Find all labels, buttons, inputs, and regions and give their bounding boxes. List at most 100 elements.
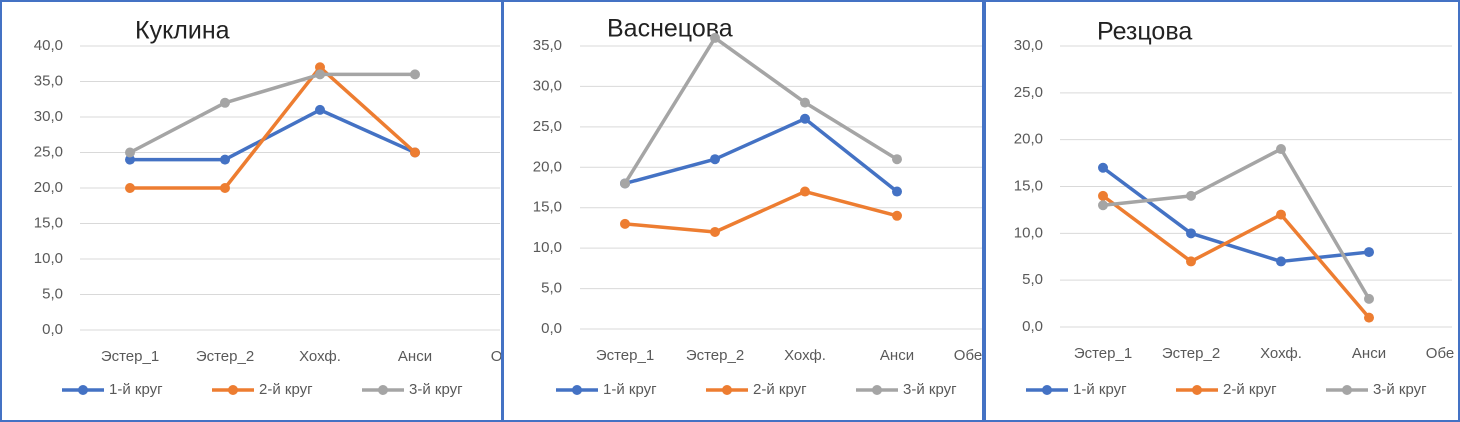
x-tick-label: Хохф. (1260, 345, 1302, 362)
point-marker (710, 226, 720, 237)
point-marker (1276, 209, 1286, 220)
x-tick-label: Анси (398, 348, 432, 365)
point-marker (125, 183, 135, 193)
point-marker (315, 104, 325, 115)
y-tick-label: 5,0 (541, 280, 562, 297)
point-marker (1098, 200, 1108, 211)
point-marker (125, 154, 135, 165)
point-marker (892, 154, 902, 165)
y-tick-label: 5,0 (1022, 271, 1043, 288)
x-tick-label: Эстер_1 (101, 348, 159, 365)
x-tick-label: Хохф. (784, 347, 826, 364)
legend-marker (228, 385, 238, 395)
point-marker (410, 69, 420, 80)
y-tick-label: 35,0 (533, 37, 562, 54)
legend-label: 3-й круг (1373, 381, 1427, 398)
series-line (624, 189, 898, 234)
point-marker (1186, 190, 1196, 201)
legend-marker (78, 385, 88, 395)
y-tick-label: 15,0 (1014, 177, 1043, 194)
x-tick-label: Эстер_1 (1074, 345, 1132, 362)
point-marker (1098, 190, 1108, 201)
point-marker (1186, 228, 1196, 239)
x-tick-label: Обе (954, 347, 982, 364)
y-tick-label: 20,0 (34, 179, 63, 196)
x-tick-label: Эстер_1 (596, 347, 654, 364)
y-tick-label: 5,0 (42, 285, 63, 302)
y-tick-label: 0,0 (1022, 318, 1043, 335)
point-marker (710, 154, 720, 165)
point-marker (892, 210, 902, 221)
x-tick-label: Хохф. (299, 348, 341, 365)
point-marker (125, 147, 135, 158)
x-tick-label: Эстер_2 (196, 348, 254, 365)
y-tick-label: 0,0 (541, 320, 562, 337)
series-line (623, 36, 898, 185)
point-marker (620, 178, 630, 189)
point-marker (1098, 162, 1108, 173)
series-line (130, 65, 417, 190)
panel-border (984, 0, 1460, 422)
legend-label: 1-й круг (109, 381, 163, 398)
legend-label: 1-й круг (1073, 381, 1127, 398)
series-line (1101, 194, 1371, 319)
point-marker (1276, 256, 1286, 267)
point-marker (710, 32, 720, 43)
point-marker (1364, 312, 1374, 323)
series-line (129, 72, 415, 155)
legend-label: 1-й круг (603, 381, 657, 398)
point-marker (315, 62, 325, 73)
point-marker (220, 154, 230, 165)
y-tick-label: 25,0 (1014, 84, 1043, 101)
point-marker (1364, 247, 1374, 258)
point-marker (220, 97, 230, 108)
series-line (1102, 147, 1371, 300)
y-tick-label: 25,0 (34, 143, 63, 160)
y-tick-label: 20,0 (1014, 131, 1043, 148)
point-marker (620, 218, 630, 229)
y-tick-label: 15,0 (34, 214, 63, 231)
x-tick-label: Анси (1352, 345, 1386, 362)
legend-label: 3-й круг (409, 381, 463, 398)
x-tick-label: Эстер_2 (686, 347, 744, 364)
series-line (624, 117, 899, 193)
point-marker (220, 183, 230, 193)
y-tick-label: 25,0 (533, 118, 562, 135)
y-tick-label: 10,0 (1014, 224, 1043, 241)
legend-marker (1342, 385, 1352, 395)
point-marker (800, 113, 810, 124)
chart-panel: Резцова 0,0 5,0 10,0 15,0 20,0 25,0 30,0 Эстер_1… (1014, 18, 1454, 398)
x-tick-label: Эстер_2 (1162, 345, 1220, 362)
point-marker (315, 69, 325, 80)
legend-label: 2-й круг (753, 381, 807, 398)
x-tick-label: Обе (1426, 345, 1454, 362)
legend-label: 2-й круг (1223, 381, 1277, 398)
panel-border (502, 0, 984, 422)
legend-marker (1192, 385, 1202, 395)
x-tick-label: Обе (491, 348, 519, 365)
y-tick-label: 30,0 (533, 77, 562, 94)
point-marker (1364, 293, 1374, 304)
chart-panel: Куклина 0,0 5,0 10,0 15,0 20,0 25,0 30,0 35,0 40,… (34, 17, 519, 398)
chart-title: Куклина (135, 17, 230, 45)
legend-marker (378, 385, 388, 395)
y-tick-label: 40,0 (34, 37, 63, 54)
series-line (1101, 166, 1370, 264)
point-marker (800, 97, 810, 108)
series-line (130, 108, 416, 162)
y-tick-label: 35,0 (34, 72, 63, 89)
y-tick-label: 30,0 (1014, 37, 1043, 54)
legend-label: 2-й круг (259, 381, 313, 398)
chart-title: Резцова (1097, 18, 1192, 46)
y-tick-label: 0,0 (42, 321, 63, 338)
x-tick-label: Анси (880, 347, 914, 364)
point-marker (892, 186, 902, 197)
y-tick-label: 10,0 (533, 239, 562, 256)
y-tick-label: 20,0 (533, 158, 562, 175)
point-marker (800, 186, 810, 197)
chart-panel: Васнецова0,05,010,015,020,025,030,035,0Э… (533, 15, 982, 398)
y-tick-label: 30,0 (34, 108, 63, 125)
y-tick-label: 10,0 (34, 250, 63, 267)
legend-marker (572, 385, 582, 395)
